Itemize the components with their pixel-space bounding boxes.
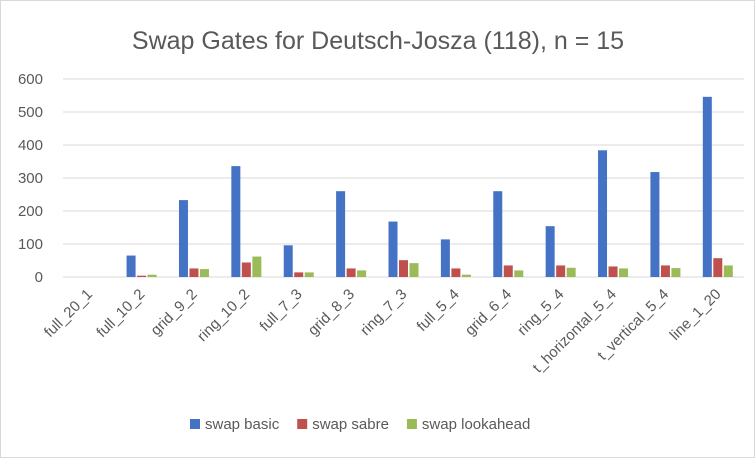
bar — [357, 270, 367, 277]
bar — [294, 272, 304, 277]
bar — [241, 262, 251, 277]
y-tick-label: 600 — [18, 71, 43, 88]
bar — [399, 260, 408, 277]
bar — [713, 258, 723, 277]
x-tick-label: ring_10_2 — [194, 286, 253, 345]
legend-swatch — [406, 419, 417, 429]
y-tick-label: 500 — [18, 104, 43, 121]
bar — [137, 275, 147, 277]
legend-label: swap lookahead — [422, 416, 530, 433]
bar — [556, 265, 566, 277]
x-tick-label: ring_5_4 — [514, 286, 567, 339]
bar — [451, 268, 461, 277]
bar — [545, 226, 555, 277]
bar — [189, 268, 199, 277]
bar — [336, 191, 346, 277]
bar — [178, 200, 188, 277]
x-tick-label: ring_7_3 — [357, 286, 410, 339]
legend-label: swap basic — [205, 416, 280, 433]
gridlines — [63, 78, 744, 278]
bar — [346, 268, 356, 277]
legend-swatch — [297, 419, 308, 429]
bars — [126, 96, 733, 277]
bar — [503, 265, 513, 277]
bar — [514, 270, 524, 277]
y-tick-label: 100 — [18, 236, 43, 253]
bar — [461, 274, 471, 277]
bar — [147, 274, 157, 277]
x-tick-label: grid_6_4 — [462, 286, 515, 339]
bar — [671, 268, 681, 277]
bar — [252, 256, 262, 277]
y-tick-label: 0 — [35, 269, 43, 286]
x-tick-label: full_10_2 — [93, 286, 148, 341]
bar — [231, 166, 241, 277]
x-tick-label: full_20_1 — [41, 286, 96, 341]
bar — [608, 266, 618, 277]
chart-title: Swap Gates for Deutsch-Josza (118), n = … — [132, 27, 624, 55]
y-axis-ticks: 0 100 200 300 400 500 600 — [18, 71, 43, 286]
bar — [388, 221, 398, 277]
bar — [126, 255, 136, 277]
bar — [723, 265, 733, 277]
x-tick-label: grid_9_2 — [147, 286, 200, 339]
x-tick-label: full_5_4 — [414, 286, 463, 335]
bar — [283, 245, 293, 277]
x-tick-label: line_1_20 — [667, 286, 725, 344]
legend-label: swap sabre — [312, 416, 389, 433]
legend: swap basic swap sabre swap lookahead — [190, 416, 530, 433]
bar — [199, 269, 209, 277]
bar — [304, 272, 314, 277]
bar — [440, 239, 450, 277]
legend-swatch — [190, 419, 200, 429]
bar — [409, 263, 419, 277]
bar — [660, 265, 670, 277]
y-tick-label: 400 — [18, 137, 43, 154]
bar — [598, 150, 608, 277]
y-tick-label: 300 — [18, 170, 43, 187]
bar — [493, 191, 503, 277]
bar — [650, 172, 660, 277]
bar — [566, 267, 576, 277]
bar — [619, 268, 629, 277]
x-tick-label: grid_8_3 — [305, 286, 358, 339]
x-tick-label: full_7_3 — [256, 286, 305, 335]
y-tick-label: 200 — [18, 203, 43, 220]
bar — [702, 96, 712, 277]
